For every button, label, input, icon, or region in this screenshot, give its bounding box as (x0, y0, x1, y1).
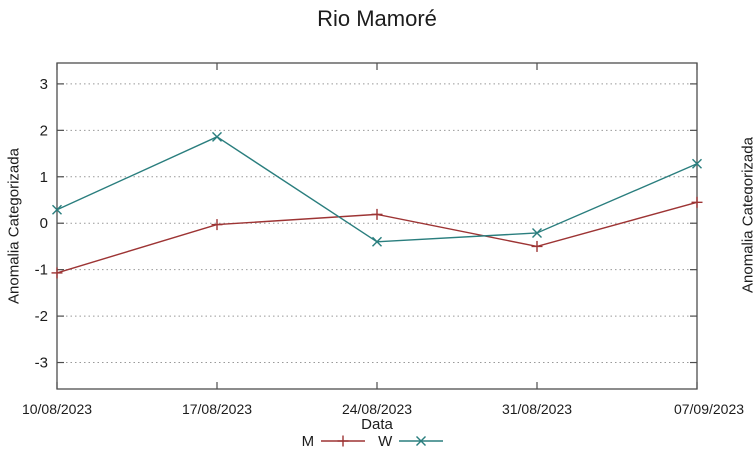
x-tick-labels: 10/08/2023 17/08/2023 24/08/2023 31/08/2023… (0, 401, 753, 417)
x-tick-label: 24/08/2023 (341, 401, 413, 417)
chart-title: Rio Mamoré (317, 6, 437, 31)
adjacent-panel-y-axis-label: Anomalia Categorizada (739, 137, 753, 293)
y-tick-label: -1 (35, 262, 48, 279)
legend-label: W (378, 432, 393, 450)
y-tick-label: 2 (40, 122, 48, 139)
marker-cross (372, 236, 382, 247)
x-axis-label: Data (361, 416, 393, 433)
y-tick-label: 3 (40, 76, 48, 93)
marker-cross (212, 131, 222, 142)
y-tick-label: 1 (40, 169, 48, 186)
y-tick-label: -2 (35, 308, 48, 325)
legend-swatch (321, 435, 366, 447)
marker-cross (692, 158, 702, 169)
marker-cross (52, 204, 62, 215)
legend-item-M: M (302, 433, 375, 450)
plot-border (56, 62, 698, 390)
x-tick-label: 10/08/2023 (21, 401, 93, 417)
marker-cross (532, 227, 542, 238)
x-tick-label: 07/09/2023 (673, 401, 745, 417)
legend-label: M (301, 432, 315, 450)
legend-item-W: W (378, 433, 452, 450)
legend-swatch (399, 436, 444, 446)
y-tick-label: -3 (35, 355, 48, 372)
series-line-W (56, 136, 698, 243)
y-tick-label: 0 (40, 215, 48, 232)
x-tick-label: 31/08/2023 (501, 401, 573, 417)
x-tick-label: 17/08/2023 (181, 401, 253, 417)
